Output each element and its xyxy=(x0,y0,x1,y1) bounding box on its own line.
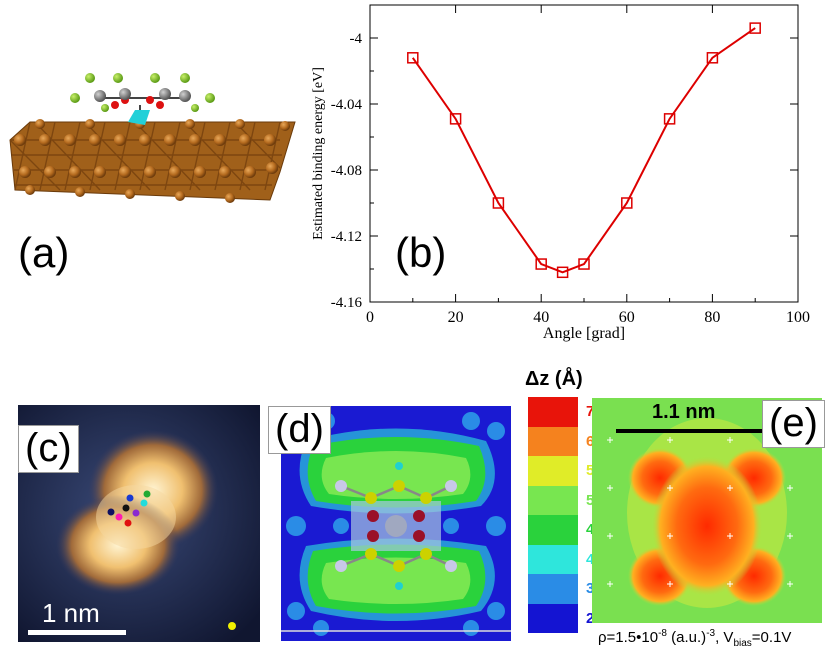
panel-d-label: (d) xyxy=(268,406,331,454)
y-tick-label: -4.16 xyxy=(331,295,363,311)
data-point xyxy=(407,52,419,64)
y-tick-label: -4 xyxy=(350,31,363,47)
x-tick-label: 100 xyxy=(786,309,810,326)
panel-e-caption: ρ=1.5•10-8 (a.u.)-3, Vbias=0.1V xyxy=(598,628,792,649)
colorbar-swatch xyxy=(528,456,578,486)
chart-ylabel: Estimated binding energy [eV] xyxy=(311,67,326,240)
colorbar-title: Δz (Å) xyxy=(525,368,583,390)
panel-c-label: (c) xyxy=(18,425,79,473)
colorbar-swatch xyxy=(528,603,578,633)
panel-d-simulation-image xyxy=(281,406,511,641)
x-tick-label: 20 xyxy=(448,309,464,326)
data-point xyxy=(535,258,547,270)
binding-energy-chart: 0 20 40 60 80 100 -4.16 -4.12 -4.08 -4.04 -4 Estim… xyxy=(311,4,810,342)
series-line xyxy=(411,27,756,274)
panel-b-label: (b) xyxy=(395,229,447,276)
stm-marker-dots xyxy=(107,490,236,630)
data-point xyxy=(663,113,676,125)
colorbar-swatch xyxy=(528,515,578,545)
colorbar-swatch xyxy=(528,397,578,427)
y-tick-label: -4.12 xyxy=(331,229,362,245)
colorbar-swatch xyxy=(528,426,578,456)
stm-scalebar xyxy=(28,630,126,635)
data-point xyxy=(706,52,719,64)
data-point xyxy=(449,113,462,125)
stm-scalebar-label: 1 nm xyxy=(42,598,100,628)
x-tick-label: 60 xyxy=(619,309,635,326)
panel-e-label: (e) xyxy=(762,400,825,448)
chart-xlabel: Angle [grad] xyxy=(543,325,625,342)
panel-a-label: (a) xyxy=(18,229,70,276)
panel-e-scalebar-label: 1.1 nm xyxy=(652,401,716,423)
data-point xyxy=(749,22,761,34)
x-tick-label: 0 xyxy=(366,309,374,326)
data-point xyxy=(621,197,633,209)
x-tick-label: 40 xyxy=(533,309,549,326)
data-point xyxy=(556,266,569,279)
panel-a-molecule-image xyxy=(9,73,296,203)
x-tick-label: 80 xyxy=(704,309,720,326)
colorbar-swatch xyxy=(528,544,578,574)
colorbar-swatch xyxy=(528,485,578,515)
y-tick-label: -4.04 xyxy=(331,97,363,113)
panel-e-scalebar xyxy=(616,429,781,433)
y-tick-label: -4.08 xyxy=(331,163,362,179)
data-point xyxy=(578,258,590,270)
data-point xyxy=(492,197,505,209)
colorbar-swatch xyxy=(528,574,578,604)
